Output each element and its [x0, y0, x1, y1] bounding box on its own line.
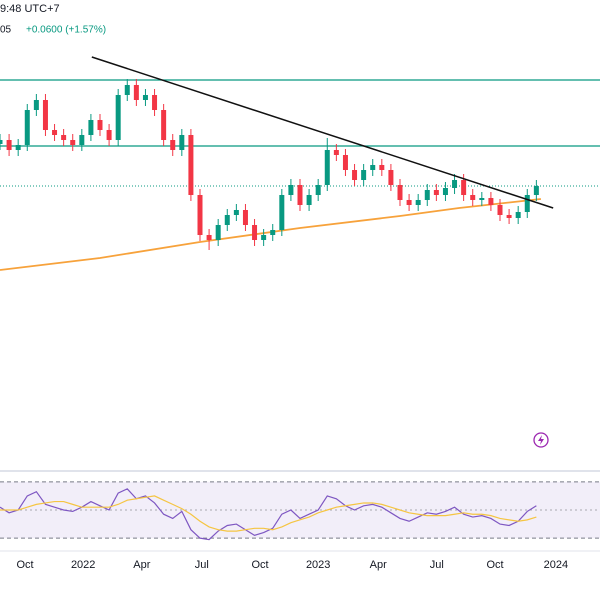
rsi-line: [0, 488, 537, 541]
candle-body: [361, 170, 367, 180]
x-tick-label: Apr: [133, 559, 150, 571]
candle-body: [97, 120, 103, 130]
candle-body: [424, 190, 430, 200]
candle-body: [88, 120, 94, 135]
candle-body: [324, 150, 330, 185]
candle-body: [452, 180, 458, 188]
candle-body: [415, 200, 421, 205]
candle-body: [479, 198, 485, 200]
candle-body: [224, 215, 230, 225]
candle-body: [497, 205, 503, 215]
candle-body: [215, 225, 221, 240]
candle-body: [115, 95, 121, 140]
candle-body: [261, 235, 267, 240]
candle-body: [352, 170, 358, 180]
candle-body: [61, 135, 67, 140]
candle-body: [488, 198, 494, 205]
x-tick-label: Oct: [251, 559, 268, 571]
candle-body: [406, 200, 412, 205]
candle-body: [515, 212, 521, 218]
candle-body: [197, 195, 203, 235]
candle-body: [461, 180, 467, 195]
candle-body: [79, 135, 85, 145]
candle-body: [397, 185, 403, 200]
flash-icon[interactable]: [533, 432, 549, 448]
candle-body: [233, 210, 239, 215]
x-tick-label: Oct: [486, 559, 503, 571]
candle-body: [506, 215, 512, 218]
candle-body: [315, 185, 321, 195]
candle-body: [433, 190, 439, 195]
candle-body: [15, 145, 21, 150]
x-tick-label: Jul: [430, 559, 444, 571]
header-time: 9:48 UTC+7: [0, 3, 60, 15]
candle-body: [370, 165, 376, 170]
candle-body: [133, 85, 139, 100]
candle-body: [6, 140, 12, 150]
candle-body: [533, 186, 539, 195]
candle-body: [470, 195, 476, 200]
candle-body: [333, 150, 339, 155]
candle-body: [42, 100, 48, 130]
candle-body: [106, 130, 112, 140]
candle-body: [252, 225, 258, 240]
trendline: [91, 56, 554, 209]
candle-body: [279, 195, 285, 230]
moving-average: [0, 198, 542, 271]
candle-body: [524, 195, 530, 212]
candle-body: [188, 135, 194, 195]
x-tick-label: Jul: [195, 559, 209, 571]
x-tick-label: Oct: [16, 559, 33, 571]
x-tick-label: 2024: [544, 559, 568, 571]
header-price: 05: [0, 25, 12, 36]
rsi-line: [0, 495, 537, 532]
header-change: +0.0600 (+1.57%): [26, 25, 106, 36]
candle-body: [288, 185, 294, 195]
candle-body: [379, 165, 385, 170]
candle-body: [70, 140, 76, 145]
x-tick-label: 2022: [71, 559, 95, 571]
candle-body: [0, 140, 3, 144]
candle-body: [124, 85, 130, 95]
candle-body: [442, 188, 448, 195]
candle-body: [297, 185, 303, 205]
x-tick-label: Apr: [370, 559, 387, 571]
candle-body: [161, 110, 167, 140]
candle-body: [242, 210, 248, 225]
candle-body: [388, 170, 394, 185]
candle-body: [270, 230, 276, 235]
candle-body: [306, 195, 312, 205]
candle-body: [170, 140, 176, 150]
candle-body: [24, 110, 30, 145]
x-tick-label: 2023: [306, 559, 330, 571]
candle-body: [52, 130, 58, 135]
candle-body: [342, 155, 348, 170]
candle-body: [142, 95, 148, 100]
candle-body: [152, 95, 158, 110]
candle-body: [33, 100, 39, 110]
candle-body: [179, 135, 185, 150]
candle-body: [206, 235, 212, 240]
